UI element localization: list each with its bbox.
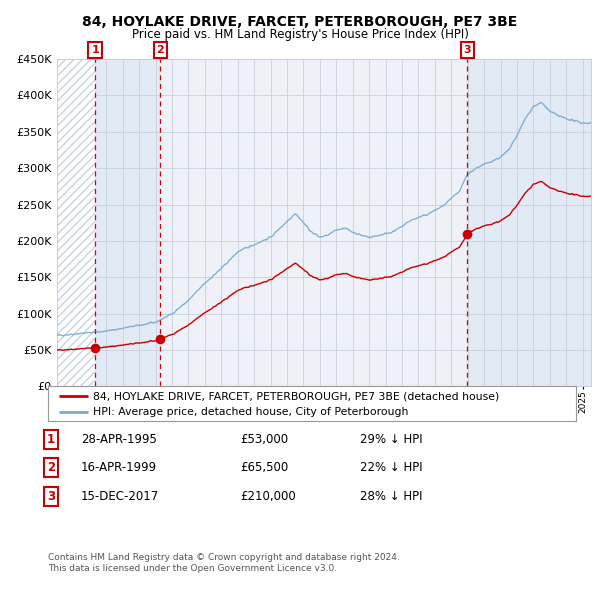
Text: 3: 3: [463, 45, 471, 55]
Text: 29% ↓ HPI: 29% ↓ HPI: [360, 433, 422, 446]
Text: 84, HOYLAKE DRIVE, FARCET, PETERBOROUGH, PE7 3BE (detached house): 84, HOYLAKE DRIVE, FARCET, PETERBOROUGH,…: [93, 391, 499, 401]
Text: £65,500: £65,500: [240, 461, 288, 474]
Text: HPI: Average price, detached house, City of Peterborough: HPI: Average price, detached house, City…: [93, 407, 408, 417]
Text: 28% ↓ HPI: 28% ↓ HPI: [360, 490, 422, 503]
Bar: [95, 59, 160, 386]
Text: 15-DEC-2017: 15-DEC-2017: [81, 490, 159, 503]
Text: 16-APR-1999: 16-APR-1999: [81, 461, 157, 474]
Text: £53,000: £53,000: [240, 433, 288, 446]
Text: 2: 2: [47, 461, 55, 474]
Text: £210,000: £210,000: [240, 490, 296, 503]
Bar: [57, 59, 95, 386]
Text: 1: 1: [47, 433, 55, 446]
Bar: [467, 59, 591, 386]
Text: 84, HOYLAKE DRIVE, FARCET, PETERBOROUGH, PE7 3BE: 84, HOYLAKE DRIVE, FARCET, PETERBOROUGH,…: [82, 15, 518, 29]
Text: 2: 2: [157, 45, 164, 55]
Text: Contains HM Land Registry data © Crown copyright and database right 2024.: Contains HM Land Registry data © Crown c…: [48, 553, 400, 562]
Text: This data is licensed under the Open Government Licence v3.0.: This data is licensed under the Open Gov…: [48, 565, 337, 573]
Text: 22% ↓ HPI: 22% ↓ HPI: [360, 461, 422, 474]
Text: Price paid vs. HM Land Registry's House Price Index (HPI): Price paid vs. HM Land Registry's House …: [131, 28, 469, 41]
Text: 1: 1: [91, 45, 99, 55]
Text: 3: 3: [47, 490, 55, 503]
Text: 28-APR-1995: 28-APR-1995: [81, 433, 157, 446]
